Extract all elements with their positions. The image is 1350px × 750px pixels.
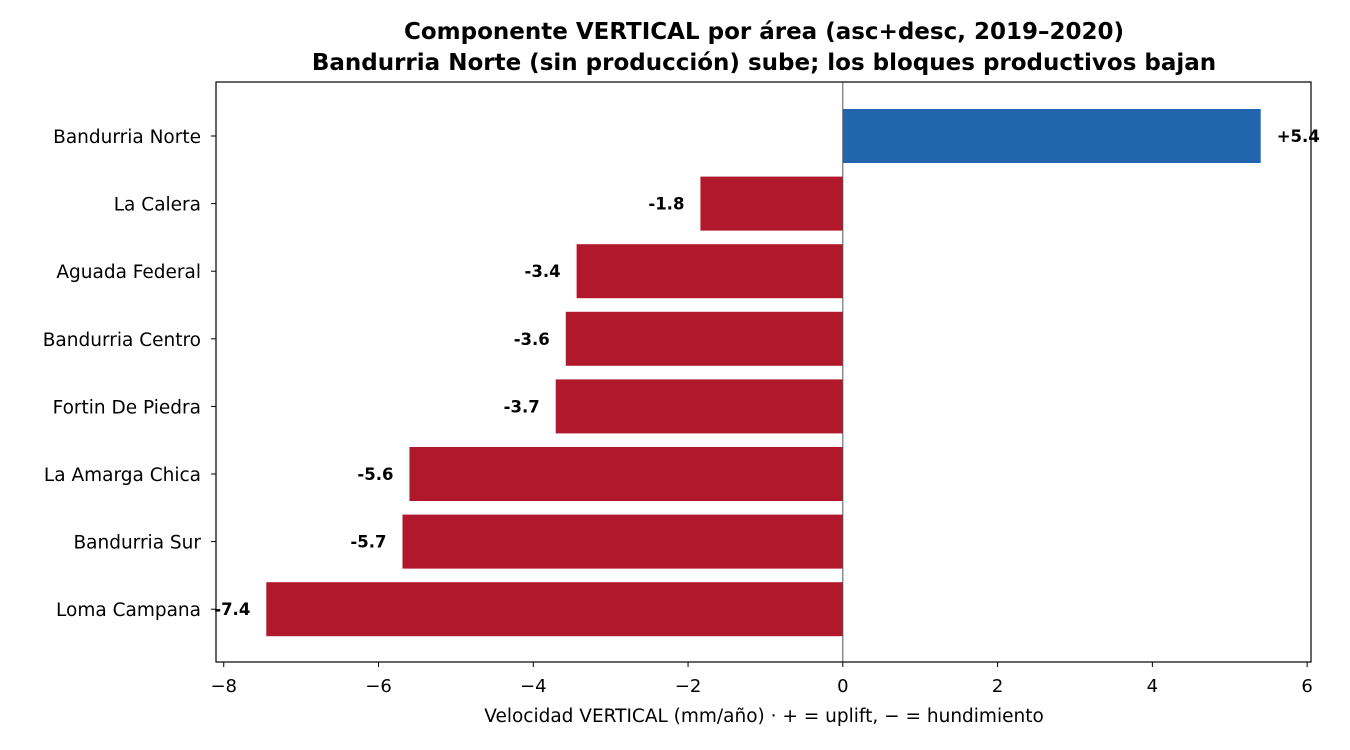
y-tick-label: Fortin De Piedra [53,397,201,418]
data-label: -5.7 [350,533,386,552]
x-tick-label: −8 [210,676,237,697]
data-label: -7.4 [214,600,250,619]
x-axis-ticks: −8 −6 −4 −2 0 2 4 6 [210,662,1313,697]
plot-area-frame [215,81,1312,663]
bar [266,582,843,637]
bar [576,244,843,299]
y-tick-label: Loma Campana [56,600,201,621]
data-label: +5.4 [1277,127,1320,146]
bar [842,109,1261,163]
x-tick-label: −2 [675,676,702,697]
x-axis-label: Velocidad VERTICAL (mm/año) · + = uplift… [484,706,1044,727]
x-tick-label: −4 [520,676,547,697]
y-axis-ticks: Bandurria Norte La Calera Aguada Federal Ba… [43,127,216,621]
bar [402,514,843,569]
chart-subtitle: Bandurria Norte (sin producción) sube; l… [312,50,1216,76]
y-tick-label: La Amarga Chica [44,465,201,486]
y-tick-label: Aguada Federal [56,262,201,283]
data-label: -3.7 [504,397,540,416]
bar [555,379,843,434]
chart-title: Componente VERTICAL por área (asc+desc, … [404,19,1124,45]
bar [700,176,843,231]
x-tick-label: 2 [992,676,1003,697]
bars [266,109,1261,637]
y-tick-label: Bandurria Centro [43,330,201,351]
data-label: -1.8 [648,195,684,214]
y-tick-label: Bandurria Sur [73,533,201,554]
x-tick-label: 0 [837,676,848,697]
y-tick-label: La Calera [114,195,201,216]
x-tick-label: 6 [1301,676,1312,697]
data-label: -3.6 [514,330,550,349]
y-tick-label: Bandurria Norte [53,127,201,148]
data-labels: +5.4 -1.8 -3.4 -3.6 -3.7 -5.6 -5.7 -7.4 [214,127,1320,619]
data-label: -5.6 [357,465,393,484]
x-tick-label: −6 [365,676,392,697]
x-tick-label: 4 [1147,676,1158,697]
bar [565,311,843,366]
bar [409,447,843,501]
data-label: -3.4 [525,262,561,281]
